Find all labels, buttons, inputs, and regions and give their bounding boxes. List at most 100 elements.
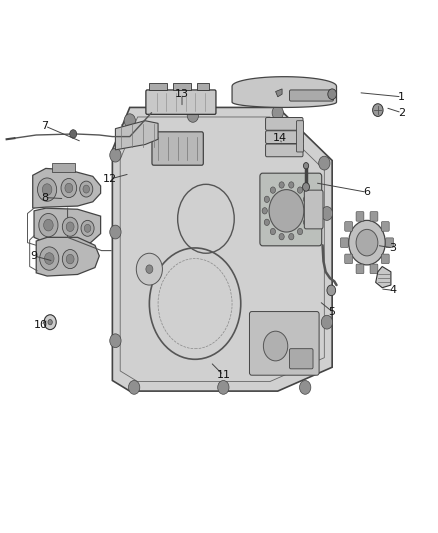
Circle shape bbox=[327, 285, 336, 296]
Circle shape bbox=[306, 208, 311, 214]
Text: 14: 14 bbox=[273, 133, 287, 143]
FancyBboxPatch shape bbox=[152, 132, 203, 165]
FancyBboxPatch shape bbox=[260, 173, 322, 246]
Circle shape bbox=[279, 233, 284, 240]
Circle shape bbox=[110, 225, 121, 239]
Circle shape bbox=[321, 207, 332, 220]
FancyBboxPatch shape bbox=[356, 212, 364, 221]
Circle shape bbox=[304, 219, 309, 225]
Circle shape bbox=[80, 181, 93, 197]
Circle shape bbox=[66, 254, 74, 264]
Circle shape bbox=[289, 182, 294, 188]
Polygon shape bbox=[113, 108, 332, 391]
Circle shape bbox=[81, 220, 94, 236]
Text: 10: 10 bbox=[34, 320, 48, 330]
Circle shape bbox=[38, 178, 57, 201]
Text: 1: 1 bbox=[398, 92, 405, 102]
Circle shape bbox=[66, 222, 74, 231]
Circle shape bbox=[124, 114, 135, 127]
Circle shape bbox=[110, 148, 121, 162]
Circle shape bbox=[289, 233, 294, 240]
Polygon shape bbox=[376, 266, 391, 288]
FancyBboxPatch shape bbox=[386, 238, 393, 247]
Circle shape bbox=[218, 381, 229, 394]
Text: 9: 9 bbox=[31, 251, 38, 261]
FancyBboxPatch shape bbox=[250, 312, 319, 375]
Circle shape bbox=[263, 331, 288, 361]
FancyBboxPatch shape bbox=[370, 212, 378, 221]
Circle shape bbox=[270, 187, 276, 193]
Text: 4: 4 bbox=[389, 285, 397, 295]
Text: 5: 5 bbox=[328, 306, 336, 317]
Circle shape bbox=[297, 228, 303, 235]
Circle shape bbox=[70, 130, 77, 138]
Polygon shape bbox=[116, 120, 158, 150]
Circle shape bbox=[44, 315, 56, 329]
Text: 13: 13 bbox=[175, 89, 189, 99]
Circle shape bbox=[110, 334, 121, 348]
Circle shape bbox=[269, 190, 304, 232]
Text: 11: 11 bbox=[216, 370, 230, 380]
Circle shape bbox=[62, 249, 78, 269]
Text: 6: 6 bbox=[364, 187, 371, 197]
Circle shape bbox=[319, 156, 330, 170]
Circle shape bbox=[321, 316, 332, 329]
Circle shape bbox=[44, 219, 53, 231]
Circle shape bbox=[356, 229, 378, 256]
Circle shape bbox=[42, 184, 52, 196]
Text: 12: 12 bbox=[103, 174, 117, 184]
FancyBboxPatch shape bbox=[370, 264, 378, 273]
Circle shape bbox=[39, 214, 58, 237]
Text: 8: 8 bbox=[41, 192, 49, 203]
FancyBboxPatch shape bbox=[149, 83, 167, 91]
Circle shape bbox=[84, 224, 91, 232]
Circle shape bbox=[300, 381, 311, 394]
Circle shape bbox=[304, 163, 309, 169]
Circle shape bbox=[48, 319, 52, 325]
FancyBboxPatch shape bbox=[197, 83, 208, 91]
FancyBboxPatch shape bbox=[304, 190, 323, 229]
Text: 2: 2 bbox=[398, 108, 405, 118]
Circle shape bbox=[304, 196, 309, 203]
Circle shape bbox=[146, 265, 153, 273]
Circle shape bbox=[264, 196, 269, 203]
Polygon shape bbox=[34, 208, 101, 245]
FancyBboxPatch shape bbox=[52, 163, 75, 172]
FancyBboxPatch shape bbox=[265, 144, 303, 157]
Text: 3: 3 bbox=[389, 243, 396, 253]
Circle shape bbox=[83, 185, 89, 193]
FancyBboxPatch shape bbox=[146, 90, 216, 114]
Circle shape bbox=[40, 247, 59, 270]
FancyBboxPatch shape bbox=[340, 238, 348, 247]
Polygon shape bbox=[36, 237, 99, 276]
Circle shape bbox=[262, 208, 267, 214]
Circle shape bbox=[349, 220, 385, 265]
Circle shape bbox=[136, 253, 162, 285]
FancyBboxPatch shape bbox=[381, 222, 389, 231]
FancyBboxPatch shape bbox=[381, 254, 389, 264]
Circle shape bbox=[297, 187, 303, 193]
Circle shape bbox=[373, 104, 383, 116]
FancyBboxPatch shape bbox=[345, 254, 353, 264]
FancyBboxPatch shape bbox=[345, 222, 353, 231]
Circle shape bbox=[61, 179, 77, 198]
FancyBboxPatch shape bbox=[297, 120, 304, 152]
Circle shape bbox=[62, 217, 78, 236]
FancyBboxPatch shape bbox=[173, 83, 191, 91]
FancyBboxPatch shape bbox=[265, 131, 303, 143]
Circle shape bbox=[65, 183, 73, 193]
Polygon shape bbox=[33, 168, 101, 208]
Circle shape bbox=[270, 228, 276, 235]
FancyBboxPatch shape bbox=[265, 117, 303, 130]
Circle shape bbox=[187, 109, 198, 122]
FancyBboxPatch shape bbox=[356, 264, 364, 273]
Circle shape bbox=[328, 89, 336, 100]
FancyBboxPatch shape bbox=[290, 90, 333, 101]
Circle shape bbox=[128, 381, 140, 394]
Circle shape bbox=[264, 219, 269, 225]
Circle shape bbox=[272, 106, 283, 119]
Circle shape bbox=[45, 253, 54, 264]
Circle shape bbox=[303, 183, 310, 191]
Circle shape bbox=[279, 182, 284, 188]
Polygon shape bbox=[232, 77, 336, 108]
